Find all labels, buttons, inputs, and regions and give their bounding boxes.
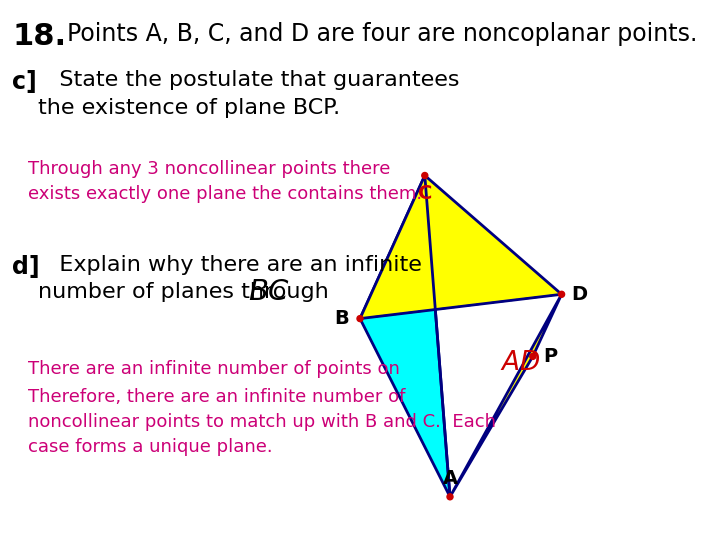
Polygon shape [360,176,562,319]
Text: Explain why there are an infinite: Explain why there are an infinite [38,255,422,275]
Text: C: C [418,184,432,203]
Polygon shape [450,294,562,497]
Text: Points A, B, C, and D are four are noncoplanar points.: Points A, B, C, and D are four are nonco… [52,22,698,46]
Circle shape [422,172,428,179]
Text: Therefore, there are an infinite number of
noncollinear points to match up with : Therefore, there are an infinite number … [28,388,496,456]
Text: There are an infinite number of points on: There are an infinite number of points o… [28,360,405,378]
Text: P: P [544,347,558,366]
Text: State the postulate that guarantees
the existence of plane BCP.: State the postulate that guarantees the … [38,70,459,118]
Text: number of planes through: number of planes through [38,282,336,302]
Circle shape [357,315,363,322]
Circle shape [559,291,564,298]
Text: Through any 3 noncollinear points there
exists exactly one plane the contains th: Through any 3 noncollinear points there … [28,160,422,203]
Text: d]: d] [12,255,40,279]
Text: A: A [442,469,458,488]
Circle shape [530,353,536,360]
Polygon shape [360,176,450,497]
Text: $\mathit{BC}$: $\mathit{BC}$ [248,278,290,306]
Text: B: B [335,309,349,328]
Text: D: D [572,285,588,304]
Text: $\mathit{AD}$: $\mathit{AD}$ [500,350,541,376]
Circle shape [447,494,453,500]
Text: 18.: 18. [12,22,66,51]
Text: c]: c] [12,70,37,94]
